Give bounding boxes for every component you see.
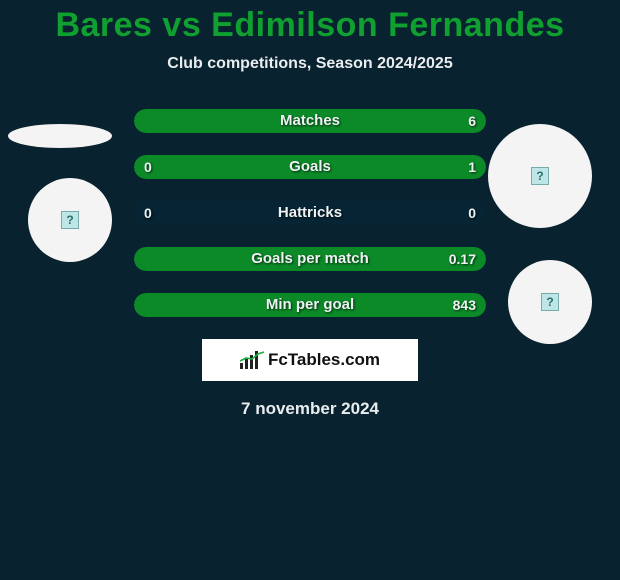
stat-row: Goals per match0.17	[134, 247, 486, 271]
subtitle: Club competitions, Season 2024/2025	[0, 55, 620, 73]
placeholder-icon	[531, 167, 549, 185]
player-left-ellipse	[8, 124, 112, 148]
stat-left-value: 0	[144, 201, 152, 225]
stat-label: Hattricks	[134, 201, 486, 225]
stat-fill	[134, 155, 486, 179]
stats-list: Matches6 Goals01 Hattricks0 0 Goals per matc…	[134, 109, 486, 317]
stat-row: Min per goal843	[134, 293, 486, 317]
brand-text: FcTables.com	[268, 350, 380, 370]
stat-row: Matches6	[134, 109, 486, 133]
player-left-avatar	[28, 178, 112, 262]
stat-right-value: 0	[468, 201, 476, 225]
stat-fill	[134, 247, 486, 271]
date-text: 7 november 2024	[0, 399, 620, 419]
player-right-club-avatar	[508, 260, 592, 344]
stat-fill	[134, 109, 486, 133]
stat-fill	[134, 293, 486, 317]
placeholder-icon	[61, 211, 79, 229]
page-title: Bares vs Edimilson Fernandes	[0, 0, 620, 45]
brand-box: FcTables.com	[202, 339, 418, 381]
brand-chart-icon	[240, 351, 262, 369]
stat-row: Hattricks0 0	[134, 201, 486, 225]
player-right-avatar	[488, 124, 592, 228]
stat-row: Goals01	[134, 155, 486, 179]
placeholder-icon	[541, 293, 559, 311]
